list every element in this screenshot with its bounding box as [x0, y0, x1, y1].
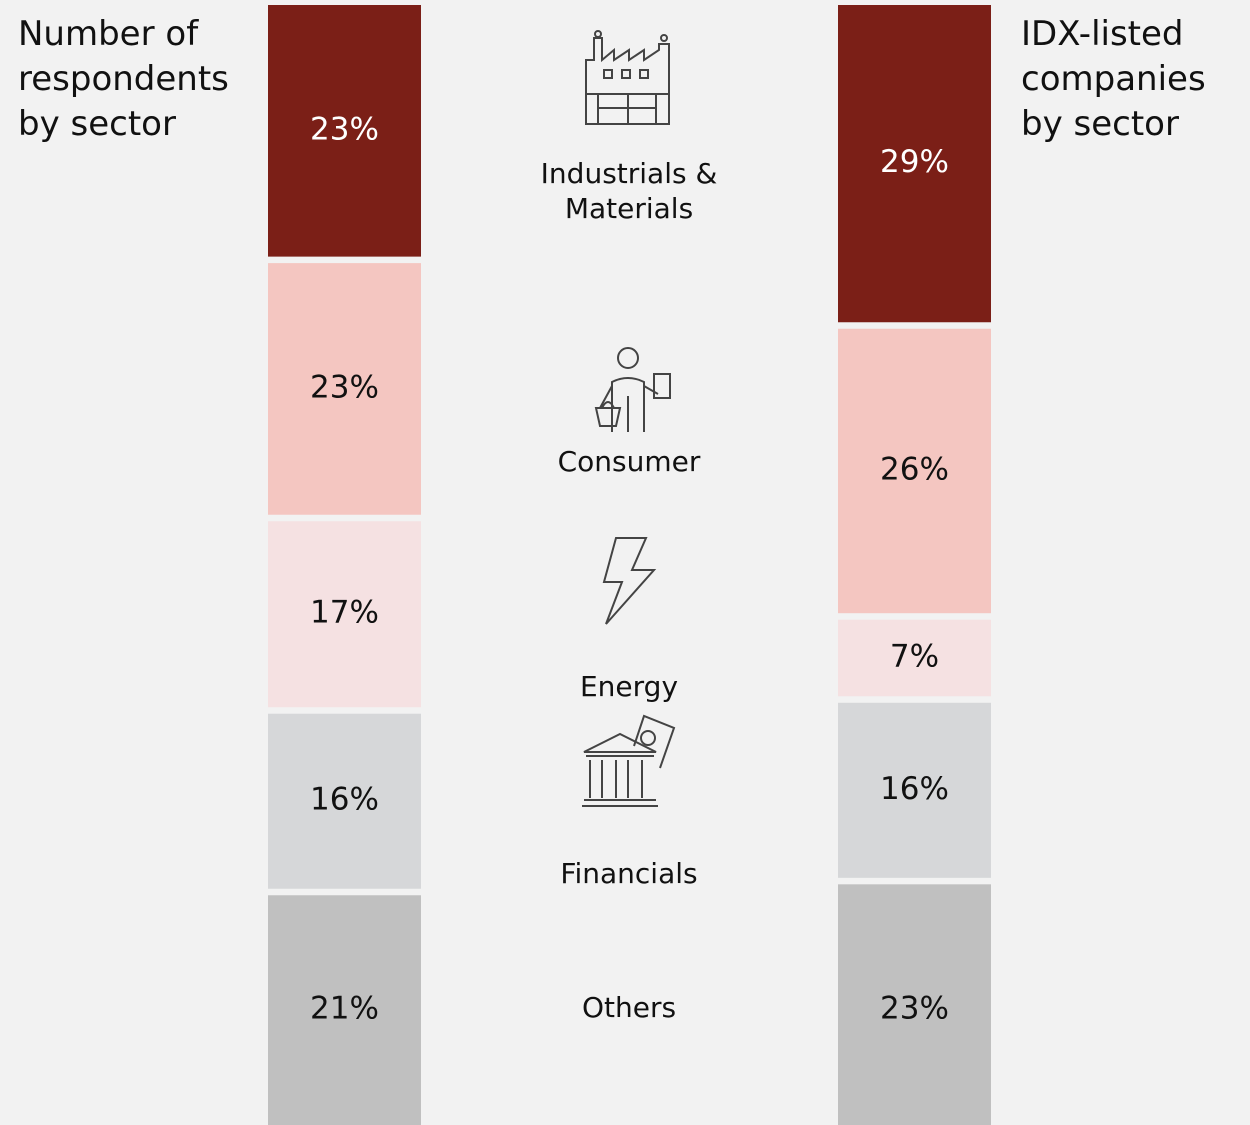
value-label: 16% — [310, 782, 379, 818]
bar-segment — [838, 702, 991, 878]
value-label: 23% — [310, 369, 379, 405]
sector-label: Financials — [560, 857, 698, 891]
value-label: 23% — [880, 991, 949, 1027]
bar-segment — [268, 5, 421, 257]
bar-segment — [838, 328, 991, 614]
value-label: 7% — [890, 638, 939, 674]
value-label: 16% — [880, 771, 949, 807]
icon-consumer — [594, 347, 671, 432]
icon-financials — [582, 714, 676, 807]
bar-segment — [268, 895, 421, 1125]
bar-segment — [268, 713, 421, 889]
bar-title: Number of respondents by sector — [18, 14, 229, 144]
value-label: 17% — [310, 595, 379, 631]
bar-segment — [268, 263, 421, 515]
bar-segment — [838, 884, 991, 1125]
value-label: 26% — [880, 451, 949, 487]
value-label: 23% — [310, 111, 379, 147]
bar-segment — [838, 5, 991, 323]
bar-segment — [268, 521, 421, 708]
value-label: 21% — [310, 991, 379, 1027]
icon-energy — [602, 537, 657, 625]
icon-industrials — [585, 30, 670, 125]
sector-label: Consumer — [557, 444, 701, 478]
sector-label: Others — [581, 991, 677, 1025]
value-label: 29% — [880, 144, 949, 180]
sector-label: Energy — [579, 670, 679, 704]
bar-segment — [838, 619, 991, 697]
sector-label: Industrials & Materials — [540, 156, 718, 225]
bar-title: IDX-listed companies by sector — [1021, 14, 1206, 144]
